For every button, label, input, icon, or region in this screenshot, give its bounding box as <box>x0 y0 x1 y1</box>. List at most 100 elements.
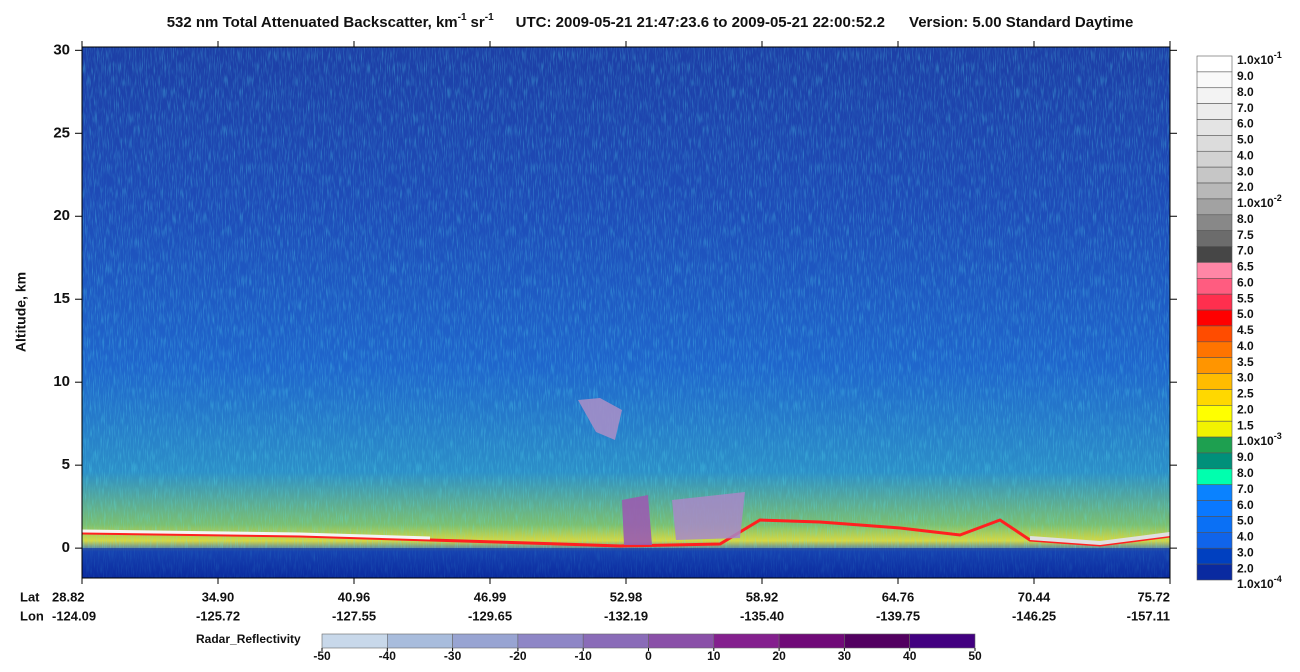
colorbar-box <box>1196 182 1233 200</box>
colorbar-box <box>1196 563 1233 581</box>
colorbar-label-sup: -4 <box>1274 574 1282 584</box>
colorbar-label: 7.0 <box>1237 101 1254 115</box>
radar-tick-label: 20 <box>772 649 786 663</box>
colorbar-box <box>1196 198 1233 216</box>
x-tick-label-lon: -146.25 <box>1012 608 1056 623</box>
radar-box <box>321 633 388 649</box>
colorbar-box <box>1196 373 1233 390</box>
colorbar-label: 1.5 <box>1237 418 1254 432</box>
colorbar-box <box>1196 452 1233 470</box>
colorbar-label-base: 1.0x10 <box>1237 53 1274 67</box>
x-tick-label-lon: -127.55 <box>332 608 376 623</box>
colorbar-label: 6.0 <box>1237 117 1254 131</box>
subsurface <box>82 548 1170 578</box>
axes <box>75 41 1177 584</box>
colorbar-label: 3.5 <box>1237 355 1254 369</box>
colorbar-label: 4.5 <box>1237 323 1254 337</box>
x-row-label: Lat <box>20 589 40 604</box>
title-product: 532 nm Total Attenuated Backscatter, km <box>167 14 458 31</box>
colorbar-label: 9.0 <box>1237 450 1254 464</box>
x-tick-label-lon: -125.72 <box>196 608 240 623</box>
title-version: Version: 5.00 Standard Daytime <box>909 14 1133 31</box>
colorbar-label: 3.0 <box>1237 545 1254 559</box>
colorbar-box <box>1196 547 1233 565</box>
colorbar-label: 5.0 <box>1237 307 1254 321</box>
surface-return <box>81 518 1171 548</box>
x-tick-label-lat: 64.76 <box>882 589 915 604</box>
colorbar-label: 4.0 <box>1237 148 1254 162</box>
colorbar-box <box>1196 214 1233 231</box>
colorbar-box <box>1196 325 1233 343</box>
x-tick-label-lat: 52.98 <box>610 589 643 604</box>
y-tick-label: 5 <box>62 456 70 473</box>
colorbar-label-base: 1.0x10 <box>1237 577 1274 591</box>
radar-tick-label: -20 <box>509 649 527 663</box>
curtain <box>81 47 1171 578</box>
radar-tick-label: 30 <box>838 649 852 663</box>
x-tick-label-lat: 46.99 <box>474 589 507 604</box>
x-tick-label-lat: 58.92 <box>746 589 779 604</box>
colorbar-label: 2.0 <box>1237 561 1254 575</box>
colorbar-label: 2.0 <box>1237 403 1254 417</box>
radar-box <box>517 633 584 649</box>
colorbar-box <box>1196 150 1233 168</box>
x-tick-label-lon: -135.40 <box>740 608 784 623</box>
colorbar-label: 2.5 <box>1237 387 1254 401</box>
colorbar-box <box>1196 87 1233 104</box>
colorbar-label-sup: -3 <box>1274 431 1282 441</box>
colorbar-box <box>1196 293 1233 311</box>
colorbar-box <box>1196 278 1233 295</box>
x-row-label: Lon <box>20 608 44 623</box>
radar-box <box>648 633 715 649</box>
colorbar-box <box>1196 389 1233 406</box>
y-tick-label: 25 <box>53 124 70 141</box>
title-sup: -1 <box>458 12 467 23</box>
title-time: UTC: 2009-05-21 21:47:23.6 to 2009-05-21… <box>516 14 885 31</box>
colorbar-box <box>1196 71 1233 89</box>
colorbar-box <box>1196 55 1233 73</box>
radar-box <box>713 633 780 649</box>
radar-label: Radar_Reflectivity <box>196 632 301 646</box>
colorbar-label: 3.0 <box>1237 371 1254 385</box>
colorbar-label-base: 1.0x10 <box>1237 196 1274 210</box>
colorbar-label: 6.5 <box>1237 260 1254 274</box>
colorbar-box <box>1196 420 1233 438</box>
colorbar-label: 5.0 <box>1237 133 1254 147</box>
colorbar-label-sup: -1 <box>1274 50 1282 60</box>
colorbar-box <box>1196 484 1233 501</box>
y-tick-label: 15 <box>53 290 70 307</box>
radar-tick-label: -30 <box>444 649 462 663</box>
colorbar-label: 8.0 <box>1237 85 1254 99</box>
radar-tick-label: 0 <box>645 649 652 663</box>
y-tick-label: 10 <box>53 373 70 390</box>
colorbar-label: 4.0 <box>1237 339 1254 353</box>
title-sup: -1 <box>485 12 494 23</box>
cloud-radar <box>578 398 622 440</box>
colorbar-label: 9.0 <box>1237 69 1254 83</box>
title-unit: sr <box>471 14 485 31</box>
radar-box <box>844 633 911 649</box>
radar-box <box>582 633 649 649</box>
colorbar-label: 2.0 <box>1237 180 1254 194</box>
colorbar-label: 8.0 <box>1237 466 1254 480</box>
colorbar-label: 4.0 <box>1237 530 1254 544</box>
radar-tick-label: -50 <box>313 649 331 663</box>
colorbar-box <box>1196 516 1233 533</box>
colorbar-label: 1.0x10-4 <box>1237 574 1282 591</box>
colorbar-box <box>1196 103 1233 120</box>
colorbar-box <box>1196 405 1233 422</box>
colorbar-label: 6.0 <box>1237 498 1254 512</box>
colorbar-label: 6.0 <box>1237 275 1254 289</box>
colorbar-box <box>1196 468 1233 486</box>
colorbar-label-base: 1.0x10 <box>1237 434 1274 448</box>
colorbar-label: 7.0 <box>1237 244 1254 258</box>
colorbar-label-sup: -2 <box>1274 193 1282 203</box>
x-tick-label-lon: -157.11 <box>1127 608 1170 623</box>
chart-title: 532 nm Total Attenuated Backscatter, km-… <box>167 12 1134 31</box>
x-tick-label-lon: -132.19 <box>604 608 648 623</box>
x-tick-label-lat: 34.90 <box>202 589 235 604</box>
x-tick-label-lat: 70.44 <box>1018 589 1051 604</box>
colorbar-box <box>1196 135 1233 152</box>
radar-box <box>386 633 453 649</box>
